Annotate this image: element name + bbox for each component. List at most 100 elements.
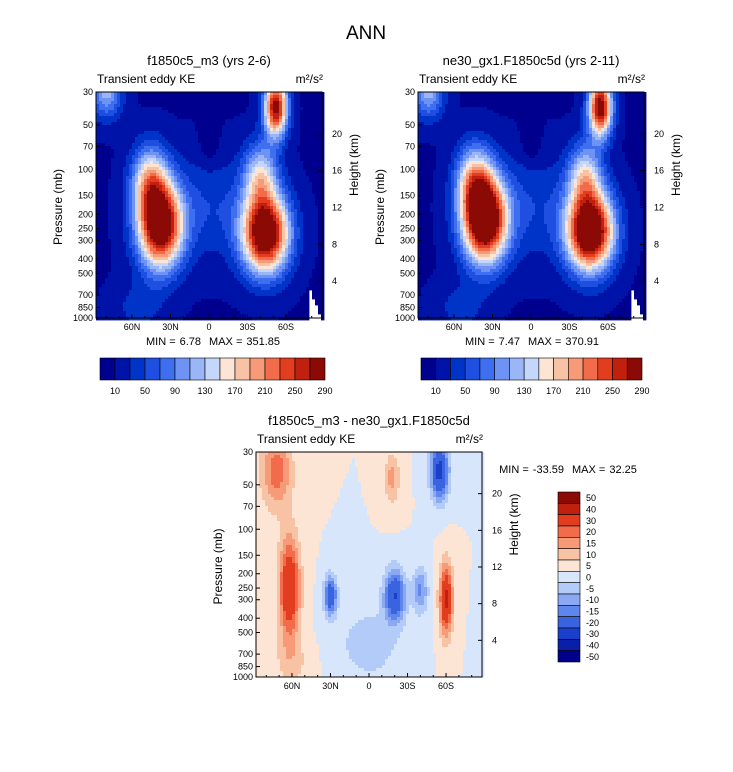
- heatmap-cell: [306, 224, 310, 228]
- heatmap-cell: [219, 212, 223, 216]
- heatmap-cell: [129, 149, 133, 153]
- heatmap-cell: [120, 242, 124, 246]
- heatmap-cell: [198, 254, 202, 258]
- heatmap-cell: [153, 227, 157, 231]
- heatmap-cell: [294, 92, 298, 96]
- heatmap-cell: [96, 167, 100, 171]
- heatmap-cell: [198, 263, 202, 267]
- heatmap-cell: [258, 137, 262, 141]
- heatmap-cell: [186, 236, 190, 240]
- heatmap-cell: [321, 200, 325, 204]
- heatmap-cell: [264, 263, 268, 267]
- heatmap-cell: [195, 140, 199, 144]
- heatmap-cell: [237, 236, 241, 240]
- heatmap-cell: [99, 161, 103, 165]
- heatmap-cell: [171, 242, 175, 246]
- heatmap-cell: [294, 161, 298, 165]
- heatmap-cell: [297, 218, 301, 222]
- heatmap-cell: [291, 203, 295, 207]
- heatmap-cell: [318, 101, 322, 105]
- heatmap-cell: [291, 137, 295, 141]
- heatmap-cell: [192, 131, 196, 135]
- heatmap-cell: [138, 95, 142, 99]
- heatmap-cell: [96, 188, 100, 192]
- heatmap-cell: [234, 92, 238, 96]
- heatmap-cell: [264, 128, 268, 132]
- heatmap-cell: [234, 191, 238, 195]
- heatmap-cell: [144, 212, 148, 216]
- heatmap-cell: [315, 248, 319, 252]
- heatmap-cell: [144, 287, 148, 291]
- heatmap-cell: [126, 155, 130, 159]
- heatmap-cell: [102, 236, 106, 240]
- heatmap-cell: [243, 251, 247, 255]
- heatmap-cell: [138, 257, 142, 261]
- heatmap-cell: [225, 110, 229, 114]
- heatmap-cell: [177, 119, 181, 123]
- heatmap-cell: [204, 146, 208, 150]
- heatmap-cell: [261, 188, 265, 192]
- heatmap-cell: [192, 161, 196, 165]
- heatmap-cell: [153, 179, 157, 183]
- heatmap-cell: [315, 221, 319, 225]
- heatmap-cell: [120, 287, 124, 291]
- heatmap-cell: [249, 185, 253, 189]
- heatmap-cell: [255, 134, 259, 138]
- heatmap-cell: [117, 254, 121, 258]
- heatmap-cell: [138, 218, 142, 222]
- heatmap-cell: [309, 191, 313, 195]
- heatmap-cell: [246, 203, 250, 207]
- heatmap-cell: [303, 155, 307, 159]
- heatmap-cell: [264, 191, 268, 195]
- heatmap-cell: [111, 269, 115, 273]
- heatmap-cell: [135, 107, 139, 111]
- heatmap-cell: [294, 164, 298, 168]
- heatmap-cell: [174, 212, 178, 216]
- heatmap-cell: [246, 185, 250, 189]
- heatmap-cell: [282, 272, 286, 276]
- heatmap-cell: [123, 179, 127, 183]
- heatmap-cell: [267, 233, 271, 237]
- heatmap-cell: [165, 179, 169, 183]
- heatmap-cell: [126, 251, 130, 255]
- heatmap-cell: [261, 197, 265, 201]
- heatmap-cell: [213, 101, 217, 105]
- heatmap-cell: [192, 260, 196, 264]
- heatmap-cell: [255, 248, 259, 252]
- heatmap-cell: [171, 224, 175, 228]
- heatmap-cell: [204, 242, 208, 246]
- heatmap-cell: [189, 209, 193, 213]
- heatmap-cell: [285, 221, 289, 225]
- heatmap-cell: [123, 278, 127, 282]
- heatmap-cell: [249, 266, 253, 270]
- heatmap-cell: [273, 149, 277, 153]
- heatmap-cell: [120, 251, 124, 255]
- heatmap-cell: [273, 122, 277, 126]
- heatmap-cell: [249, 173, 253, 177]
- heatmap-cell: [189, 128, 193, 132]
- heatmap-cell: [315, 134, 319, 138]
- heatmap-cell: [291, 263, 295, 267]
- heatmap-cell: [159, 179, 163, 183]
- heatmap-cell: [201, 281, 205, 285]
- heatmap-cell: [123, 185, 127, 189]
- heatmap-cell: [210, 200, 214, 204]
- heatmap-cell: [189, 197, 193, 201]
- heatmap-cell: [288, 101, 292, 105]
- heatmap-cell: [171, 185, 175, 189]
- heatmap-cell: [222, 152, 226, 156]
- heatmap-cell: [126, 266, 130, 270]
- heatmap-cell: [168, 275, 172, 279]
- heatmap-cell: [264, 158, 268, 162]
- heatmap-cell: [96, 233, 100, 237]
- heatmap-cell: [111, 155, 115, 159]
- heatmap-cell: [117, 179, 121, 183]
- heatmap-cell: [213, 254, 217, 258]
- heatmap-cell: [294, 137, 298, 141]
- heatmap-cell: [246, 200, 250, 204]
- heatmap-cell: [252, 260, 256, 264]
- heatmap-cell: [204, 206, 208, 210]
- heatmap-cell: [171, 131, 175, 135]
- heatmap-cell: [288, 200, 292, 204]
- heatmap-cell: [282, 140, 286, 144]
